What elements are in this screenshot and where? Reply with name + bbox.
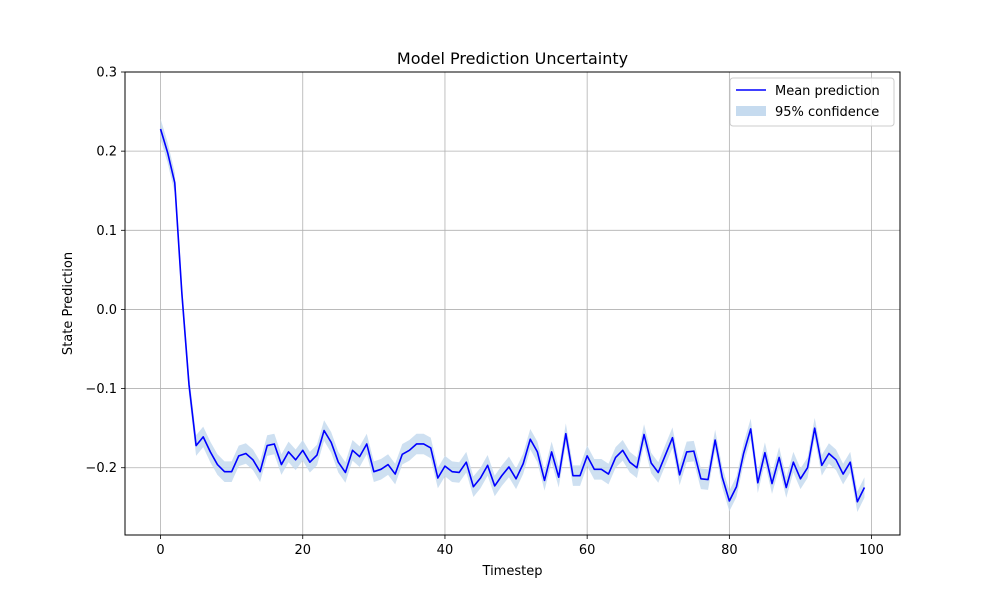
legend-box [729, 77, 895, 127]
ticks: 0 20 40 60 80 100 −0.2 −0.1 0.0 0.1 0.2 0.3 [85, 66, 884, 559]
x-axis-label: Timestep [482, 564, 543, 579]
confidence-band [160, 118, 865, 513]
y-tick-label: 0.1 [96, 224, 117, 239]
mean-prediction-line [159, 128, 866, 503]
y-axis-label: State Prediction [61, 252, 76, 355]
x-tick-label: 60 [579, 543, 596, 558]
y-tick-label: 0.2 [96, 145, 117, 160]
x-tick-label: 40 [437, 543, 454, 558]
grid [125, 71, 900, 535]
y-tick-label: 0.0 [96, 303, 117, 318]
y-tick-label: 0.3 [96, 66, 117, 81]
legend: Mean prediction 95% confidence [729, 77, 895, 127]
x-tick-label: 80 [721, 543, 738, 558]
legend-entry-mean: Mean prediction [775, 84, 880, 99]
y-tick-label: −0.1 [85, 382, 117, 397]
chart-title: Model Prediction Uncertainty [397, 49, 628, 68]
plot-frame [124, 71, 901, 536]
x-tick-label: 100 [859, 543, 884, 558]
legend-entry-confidence: 95% confidence [775, 105, 879, 120]
x-tick-label: 0 [156, 543, 164, 558]
legend-band-swatch [736, 106, 766, 116]
x-tick-label: 20 [294, 543, 311, 558]
y-tick-label: −0.2 [85, 461, 117, 476]
